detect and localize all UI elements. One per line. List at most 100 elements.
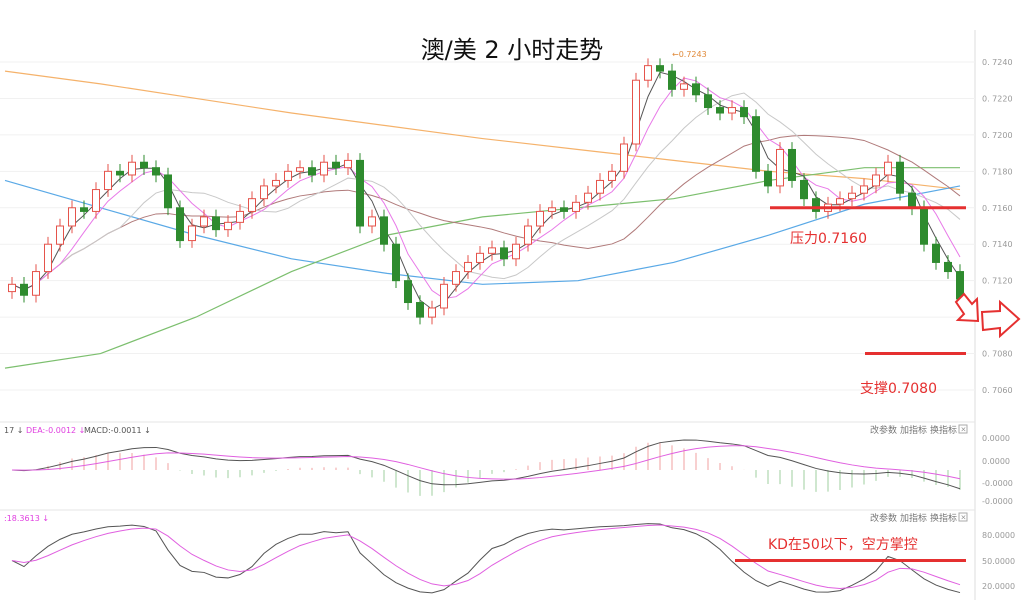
candle-body — [44, 243, 52, 273]
toolbar-button-1[interactable]: 加指标 — [900, 512, 927, 524]
candle-body — [740, 107, 748, 118]
support-label: 支撑0.7080 — [860, 381, 937, 397]
candle-body — [680, 83, 688, 90]
dif-line — [11, 439, 961, 490]
candle-body — [92, 189, 100, 212]
candle-body — [224, 221, 232, 231]
close-icon-glyph: × — [961, 426, 967, 434]
candle-body — [284, 170, 292, 181]
candle-body — [752, 116, 760, 172]
arrow-down-right-icon — [954, 292, 980, 323]
candle-body — [116, 170, 124, 176]
candle-body — [536, 210, 544, 227]
candle-body — [452, 271, 460, 285]
candle-body — [704, 94, 712, 109]
candle-body — [392, 243, 400, 282]
price-tick: 0. 7220 — [982, 94, 1013, 103]
candle-body — [596, 179, 604, 194]
candle-body — [608, 170, 616, 181]
candle-body — [200, 216, 208, 227]
moving-average-line — [4, 179, 961, 285]
candle-body — [428, 307, 436, 318]
candle-body — [464, 261, 472, 273]
candle-body — [620, 143, 628, 172]
toolbar-button-1[interactable]: 加指标 — [900, 424, 927, 436]
toolbar-button-2[interactable]: 换指标 — [930, 512, 957, 524]
candle-body — [500, 247, 508, 260]
candle-body — [524, 225, 532, 245]
candle-body — [164, 174, 172, 209]
k-line — [11, 523, 961, 594]
close-icon[interactable] — [958, 512, 968, 522]
candle-body — [416, 302, 424, 318]
moving-average-line — [4, 167, 960, 369]
candle-body — [20, 283, 28, 296]
candle-body — [380, 216, 388, 245]
close-icon[interactable] — [958, 424, 968, 434]
candle-body — [80, 207, 88, 212]
candle-body — [68, 207, 76, 227]
candle-body — [296, 167, 304, 172]
candle-body — [800, 179, 808, 200]
candle-body — [860, 185, 868, 194]
price-tick: 0. 7140 — [982, 240, 1013, 249]
moving-average-line — [11, 71, 961, 310]
kd-header: :18.3613 ↓ — [4, 514, 49, 523]
candle-body — [776, 148, 784, 187]
candle-body — [404, 280, 412, 304]
candle-body — [32, 271, 40, 296]
candle-body — [104, 170, 112, 191]
price-tick: 0. 7240 — [982, 58, 1013, 67]
price-tick: 0. 7200 — [982, 131, 1013, 140]
kd-tick: 80.0000 — [982, 531, 1015, 540]
candle-body — [764, 170, 772, 187]
candle-body — [512, 243, 520, 260]
candle-body — [236, 210, 244, 223]
candle-body — [308, 167, 316, 176]
candle-body — [884, 161, 892, 176]
candle-body — [920, 207, 928, 245]
price-tick: 0. 7180 — [982, 167, 1013, 176]
toolbar-button-0[interactable]: 改参数 — [870, 424, 897, 436]
candle-body — [644, 65, 652, 81]
candle-body — [248, 198, 256, 212]
candle-body — [176, 207, 184, 242]
candle-body — [836, 198, 844, 205]
candle-body — [728, 107, 736, 114]
toolbar-button-2[interactable]: 换指标 — [930, 424, 957, 436]
candle-body — [656, 65, 664, 72]
moving-average-line — [11, 92, 961, 291]
high-label: ←0.7243 — [672, 50, 707, 59]
macd-tick: -0.0000 — [982, 497, 1013, 506]
candle-body — [320, 161, 328, 176]
price-tick: 0. 7080 — [982, 350, 1013, 359]
candle-body — [848, 192, 856, 200]
kd-annotation: KD在50以下，空方掌控 — [768, 537, 918, 553]
macd-tick: -0.0000 — [982, 479, 1013, 488]
candle-body — [140, 161, 148, 169]
candle-body — [128, 161, 136, 176]
chart-title: 澳/美 2 小时走势 — [420, 36, 604, 64]
candle-body — [716, 107, 724, 114]
candle-body — [788, 148, 796, 181]
candle-body — [812, 198, 820, 212]
candle-body — [944, 261, 952, 273]
moving-average-line — [11, 134, 961, 291]
candle-body — [692, 83, 700, 96]
toolbar-button-0[interactable]: 改参数 — [870, 512, 897, 524]
candle-body — [368, 216, 376, 227]
candle-body — [440, 283, 448, 309]
kd-tick: 50.0000 — [982, 557, 1015, 566]
candle-body — [8, 283, 16, 293]
candle-body — [572, 201, 580, 212]
kd-tick: 20.0000 — [982, 582, 1015, 591]
macd-tick: 0.0000 — [982, 434, 1010, 443]
price-tick: 0. 7060 — [982, 386, 1013, 395]
candle-body — [548, 207, 556, 212]
candle-body — [260, 185, 268, 200]
candle-body — [560, 207, 568, 212]
candle-body — [56, 225, 64, 245]
dea-line — [11, 445, 961, 480]
macd-header-period: 17 ↓ — [4, 426, 23, 435]
